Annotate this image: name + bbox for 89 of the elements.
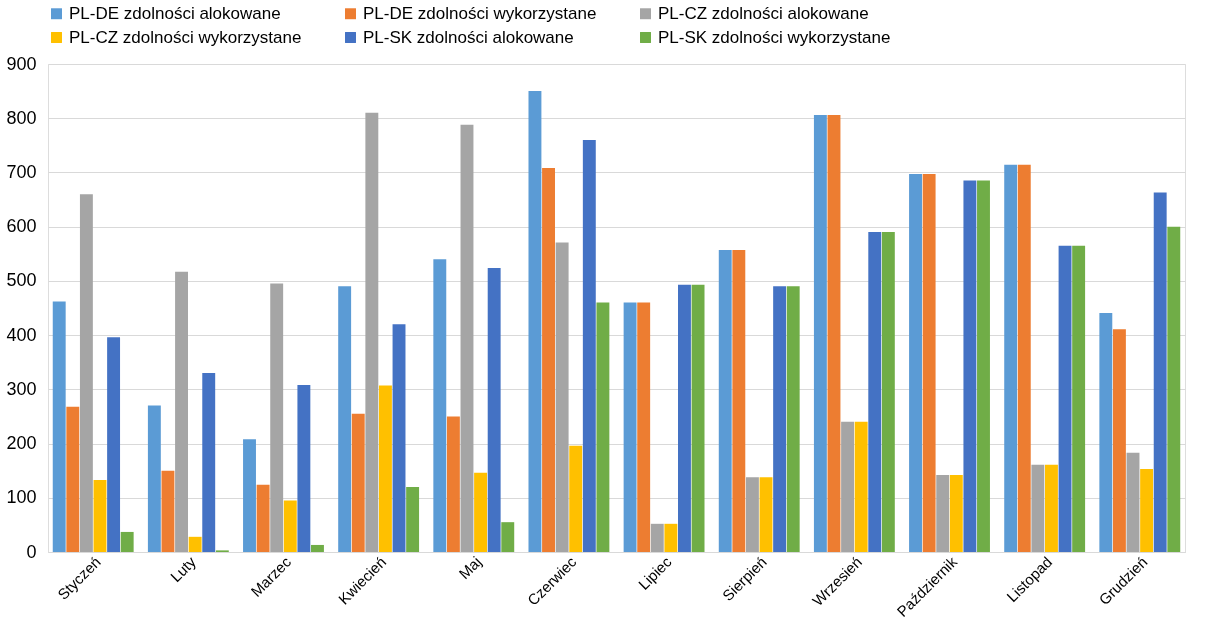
- y-tick-label: 900: [6, 53, 37, 74]
- y-tick-label: 500: [6, 270, 37, 291]
- bar: [460, 124, 474, 552]
- bar: [1140, 469, 1154, 552]
- bar: [1045, 464, 1058, 552]
- bar: [841, 421, 855, 552]
- bar: [406, 486, 420, 552]
- bar: [52, 301, 66, 552]
- legend-label: PL-CZ zdolności wykorzystane: [69, 27, 302, 47]
- bar: [650, 523, 664, 552]
- bar: [759, 477, 773, 552]
- bar: [487, 267, 501, 552]
- bar: [542, 168, 555, 552]
- y-tick-label: 300: [6, 378, 37, 399]
- bar: [1072, 245, 1086, 552]
- bar: [147, 405, 161, 552]
- bar: [297, 385, 311, 552]
- bar: [283, 500, 297, 552]
- bar: [1167, 226, 1181, 552]
- y-tick-label: 200: [6, 433, 37, 454]
- legend-label: PL-DE zdolności alokowane: [69, 3, 281, 23]
- bar: [365, 112, 379, 552]
- bar: [1126, 452, 1140, 552]
- bar: [786, 286, 800, 552]
- bar: [311, 544, 324, 552]
- x-tick-label: Luty: [166, 552, 200, 586]
- bar: [732, 249, 746, 552]
- bar: [678, 284, 691, 552]
- bar: [66, 406, 80, 552]
- bar: [528, 91, 542, 552]
- bar: [1058, 245, 1072, 552]
- bar: [270, 283, 284, 552]
- bar: [501, 522, 515, 552]
- bar: [161, 470, 175, 552]
- bar: [243, 439, 256, 552]
- bar: [338, 286, 352, 552]
- bar: [582, 139, 596, 552]
- bar: [433, 259, 447, 552]
- bar: [351, 413, 365, 552]
- bar: [949, 475, 963, 552]
- bar: [378, 385, 392, 552]
- bar: [188, 536, 202, 552]
- bar: [827, 114, 841, 552]
- legend-label: PL-SK zdolności alokowane: [363, 27, 574, 47]
- bar: [446, 416, 460, 552]
- y-tick-label: 100: [6, 487, 37, 508]
- bar: [922, 174, 936, 552]
- bar: [474, 472, 488, 552]
- bar: [868, 232, 882, 552]
- bar: [936, 475, 950, 552]
- bar: [813, 114, 827, 552]
- y-tick-label: 0: [26, 541, 37, 562]
- bar: [392, 324, 406, 552]
- bar: [569, 445, 583, 552]
- bar: [623, 302, 637, 552]
- y-tick-label: 600: [6, 216, 37, 237]
- bar: [555, 242, 569, 552]
- bar: [1004, 164, 1018, 552]
- bar: [79, 194, 93, 552]
- bar: [909, 174, 922, 552]
- bar: [120, 531, 134, 552]
- bar: [637, 302, 651, 552]
- bar: [175, 271, 188, 552]
- bar: [977, 180, 990, 552]
- y-tick-label: 400: [6, 324, 37, 345]
- bar: [881, 232, 895, 552]
- bar: [202, 373, 216, 552]
- legend-label: PL-SK zdolności wykorzystane: [658, 27, 891, 47]
- bar: [256, 484, 270, 552]
- bar: [718, 249, 732, 552]
- bar: [93, 479, 107, 552]
- bar: [854, 421, 868, 552]
- legend-label: PL-CZ zdolności alokowane: [658, 3, 869, 23]
- bar: [963, 180, 977, 552]
- bar: [1153, 192, 1167, 552]
- bar: [691, 284, 705, 552]
- bar: [107, 337, 121, 552]
- bar: [1112, 329, 1126, 552]
- bar: [1031, 464, 1045, 552]
- bar: [1099, 312, 1113, 552]
- legend-label: PL-DE zdolności wykorzystane: [363, 3, 597, 23]
- bar: [1017, 164, 1031, 552]
- y-tick-label: 800: [6, 107, 37, 128]
- bar: [745, 477, 759, 552]
- bar: [773, 286, 787, 552]
- bar: [596, 302, 610, 552]
- y-tick-label: 700: [6, 161, 37, 182]
- bar: [664, 523, 678, 552]
- x-tick-label: Maj: [455, 553, 485, 583]
